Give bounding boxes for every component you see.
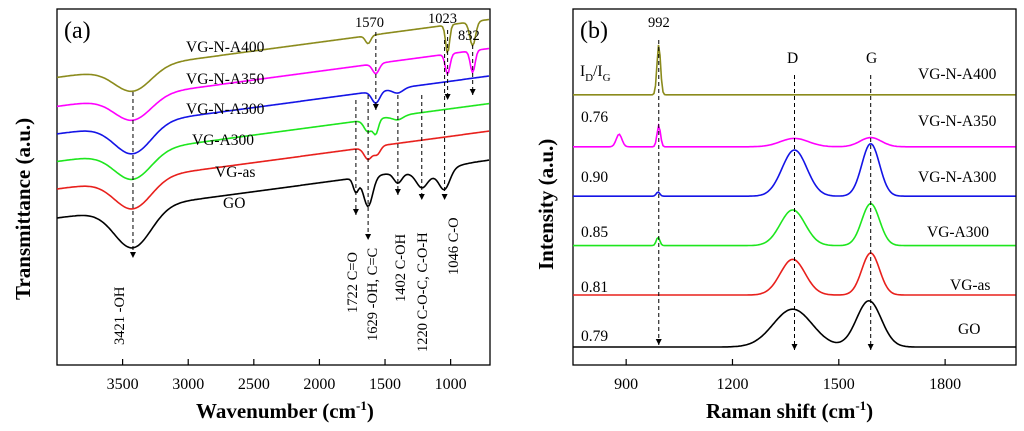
x-axis-title-a-sup: -1 (356, 398, 367, 413)
annotation-1402-coh: 1402 C-OH (393, 233, 409, 302)
ratio-header-i: I (580, 63, 585, 80)
x-tick-label: 900 (614, 376, 638, 393)
peak-arrow-1046 (441, 194, 448, 200)
annotation-1570: 1570 (355, 15, 384, 31)
series-label-b-vg-as: VG-as (950, 277, 990, 294)
series-label-vg-as: VG-as (215, 164, 255, 181)
x-tick-label: 3000 (172, 376, 204, 393)
x-axis-title-b: Raman shift (cm-1) (706, 398, 873, 423)
ratio-header: ID/IG (580, 63, 611, 84)
series-line-vg-n-a400 (573, 44, 1016, 96)
series-label-vg-a300: VG-A300 (192, 132, 254, 149)
ratio-header-slash-i: /I (593, 63, 602, 80)
series-label-b-vg-a300: VG-A300 (927, 224, 989, 241)
series-label-vg-n-a350: VG-N-A350 (186, 71, 265, 88)
x-axis-title-b-sup: -1 (855, 398, 866, 413)
x-tick-label: 3500 (107, 376, 139, 393)
series-group-a (56, 18, 490, 249)
peak-arrow-1402 (394, 189, 401, 195)
series-label-vg-n-a400: VG-N-A400 (186, 39, 265, 56)
series-label-b-go: GO (958, 321, 980, 338)
annotation-1722-co: 1722 C=O (345, 252, 361, 313)
x-tick-label: 1000 (435, 376, 467, 393)
x-tick-label: 1200 (716, 376, 748, 393)
annotation-1046-co: 1046 C-O (446, 217, 462, 275)
x-axis-title-a: Wavenumber (cm-1) (196, 398, 374, 423)
annotation-3421-oh: 3421 -OH (112, 286, 128, 345)
series-line-vg-n-a300 (573, 143, 1016, 197)
x-ticks-a: 3500 3000 2500 2000 1500 1000 (107, 359, 467, 393)
series-label-vg-n-a300: VG-N-A300 (186, 101, 265, 118)
peak-arrow-3421 (129, 252, 136, 258)
raman-arrow-992 (655, 339, 662, 345)
annotation-1629-oh-cc: 1629 -OH, C=C (365, 248, 381, 341)
annotation-832: 832 (458, 28, 480, 44)
series-line-vg-n-a400 (56, 18, 490, 93)
ratio-vg-n-a350: 0.76 (581, 109, 608, 126)
ratio-vg-as: 0.81 (581, 279, 608, 296)
annotation-d-band: D (787, 50, 798, 67)
ratio-vg-a300: 0.85 (581, 224, 608, 241)
panel-label-b: (b) (580, 18, 608, 44)
panel-a: 3500 3000 2500 2000 1500 1000 (a) VG-N-A400 V… (11, 8, 491, 423)
x-tick-label: 1500 (823, 376, 855, 393)
series-label-b-vg-n-a300: VG-N-A300 (918, 169, 997, 186)
ratio-vg-n-a300: 0.90 (581, 169, 608, 186)
peak-markers-a (129, 30, 476, 258)
panel-label-a: (a) (64, 18, 91, 44)
plot-frame-b (572, 8, 1017, 366)
series-label-b-vg-n-a350: VG-N-A350 (918, 113, 997, 130)
annotation-1023: 1023 (428, 11, 457, 27)
ratio-header-sub-d: D (585, 72, 593, 84)
x-tick-label: 2500 (238, 376, 270, 393)
annotation-g-band: G (866, 50, 877, 67)
annotation-1220-coc: 1220 C-O-C, C-O-H (415, 232, 431, 352)
y-axis-title-b: Intensity (a.u.) (534, 139, 558, 270)
ratio-go: 0.79 (581, 328, 608, 345)
annotation-992: 992 (648, 15, 670, 31)
peak-arrow-1570 (372, 104, 379, 110)
raman-arrow-1375 (791, 344, 798, 350)
x-axis-title-b-main: Raman shift (cm (706, 399, 856, 423)
plot-frame-a (56, 8, 491, 366)
peak-markers-b (655, 40, 874, 350)
peak-arrow-1629 (365, 234, 372, 240)
ratio-header-sub-g: G (603, 72, 611, 84)
series-line-go (56, 159, 490, 249)
peak-arrow-1220 (418, 194, 425, 200)
peak-arrow-1722 (352, 209, 359, 215)
peak-arrow-832 (469, 89, 476, 95)
series-label-go: GO (223, 195, 245, 212)
x-tick-label: 1800 (929, 376, 961, 393)
x-tick-label: 2000 (303, 376, 335, 393)
series-label-b-vg-n-a400: VG-N-A400 (918, 66, 997, 83)
series-line-vg-a300 (56, 102, 490, 181)
peak-arrow-1023 (444, 94, 451, 100)
x-axis-title-a-main: Wavenumber (cm (196, 399, 357, 423)
raman-arrow-1590 (867, 344, 874, 350)
series-line-vg-n-a300 (56, 75, 490, 155)
x-axis-title-a-tail: ) (367, 399, 374, 423)
series-line-vg-as (56, 130, 490, 210)
panel-b: 900 1200 1500 1800 (b) 992 D G ID/IG 0.76 0… (534, 8, 1017, 423)
series-line-vg-n-a350 (56, 47, 490, 122)
x-axis-title-b-tail: ) (866, 399, 873, 423)
y-axis-title-a: Transmittance (a.u.) (11, 118, 35, 300)
x-ticks-b: 900 1200 1500 1800 (614, 359, 961, 393)
x-tick-label: 1500 (369, 376, 401, 393)
